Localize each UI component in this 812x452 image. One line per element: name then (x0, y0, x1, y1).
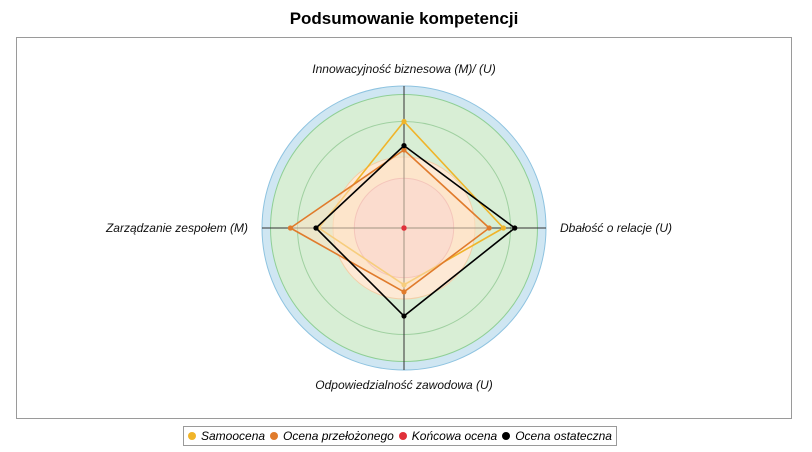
legend: Samoocena Ocena przełożonego Końcowa ocena… (183, 426, 617, 446)
axis-label-3: Zarządzanie zespołem (M) (105, 221, 248, 235)
chart-title: Podsumowanie kompetencji (289, 9, 519, 28)
legend-item-0: Samoocena (188, 429, 265, 443)
legend-marker-3 (502, 432, 511, 440)
axis-label-2: Odpowiedzialność zawodowa (U) (315, 378, 492, 392)
series-0-point-0 (401, 118, 407, 125)
series-3-point-0 (401, 143, 407, 149)
legend-label-2: Końcowa ocena (411, 429, 498, 443)
series-3-point-2 (401, 313, 407, 319)
series-1-point-2 (401, 289, 407, 295)
series-1-point-3 (287, 225, 293, 231)
series-2-point-3 (401, 225, 407, 231)
axis-label-0: Innowacyjność biznesowa (M)/ (U) (312, 62, 495, 76)
series-1-point-1 (486, 225, 492, 231)
legend-marker-1 (270, 432, 279, 440)
legend-item-1: Ocena przełożonego (270, 429, 394, 443)
legend-item-2: Końcowa ocena (398, 429, 498, 443)
axis-label-1: Dbałość o relacje (U) (560, 221, 672, 235)
series-1-point-0 (401, 147, 407, 153)
series-3-point-3 (313, 225, 319, 231)
series-0-point-1 (500, 225, 506, 231)
legend-marker-2 (398, 432, 407, 440)
legend-label-3: Ocena ostateczna (515, 429, 612, 443)
series-3-point-1 (512, 225, 518, 231)
legend-marker-0 (188, 432, 196, 440)
legend-label-0: Samoocena (201, 429, 266, 443)
legend-item-3: Ocena ostateczna (502, 429, 612, 443)
legend-label-1: Ocena przełożonego (283, 429, 394, 443)
